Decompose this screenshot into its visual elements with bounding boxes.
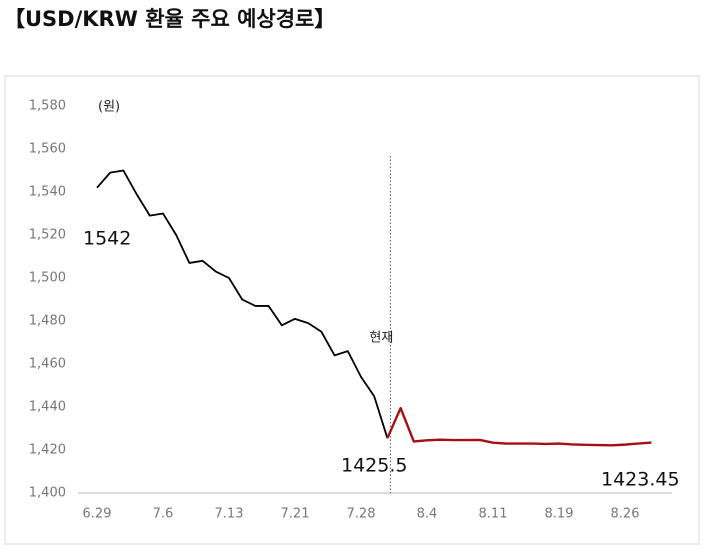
line-series <box>386 406 652 447</box>
x-tick-label: 6.29 <box>83 507 112 522</box>
line-series <box>96 169 389 439</box>
plot-frame <box>4 75 700 545</box>
x-tick-label: 7.6 <box>153 507 174 522</box>
data-label: 1542 <box>83 228 131 250</box>
y-tick-label: 1,460 <box>29 357 66 372</box>
x-tick-label: 8.26 <box>611 507 640 522</box>
x-tick-label: 7.21 <box>281 507 310 522</box>
now-annotation: 현재 <box>369 331 393 346</box>
y-tick-label: 1,580 <box>29 99 66 114</box>
y-tick-label: 1,520 <box>29 228 66 243</box>
unit-label: (원) <box>98 100 120 115</box>
data-label: 1423.45 <box>601 469 680 491</box>
y-tick-label: 1,440 <box>29 400 66 415</box>
y-tick-label: 1,540 <box>29 185 66 200</box>
data-label: 1425.5 <box>341 455 407 477</box>
y-tick-label: 1,560 <box>29 142 66 157</box>
x-tick-label: 7.13 <box>215 507 244 522</box>
chart-title: 【USD/KRW 환율 주요 예상경로】 <box>4 7 335 31</box>
y-tick-label: 1,480 <box>29 314 66 329</box>
x-tick-label: 8.4 <box>417 507 438 522</box>
x-tick-label: 8.19 <box>545 507 574 522</box>
y-tick-label: 1,400 <box>29 486 66 501</box>
y-tick-label: 1,420 <box>29 443 66 458</box>
y-tick-label: 1,500 <box>29 271 66 286</box>
x-tick-label: 7.28 <box>347 507 376 522</box>
x-tick-label: 8.11 <box>479 507 508 522</box>
